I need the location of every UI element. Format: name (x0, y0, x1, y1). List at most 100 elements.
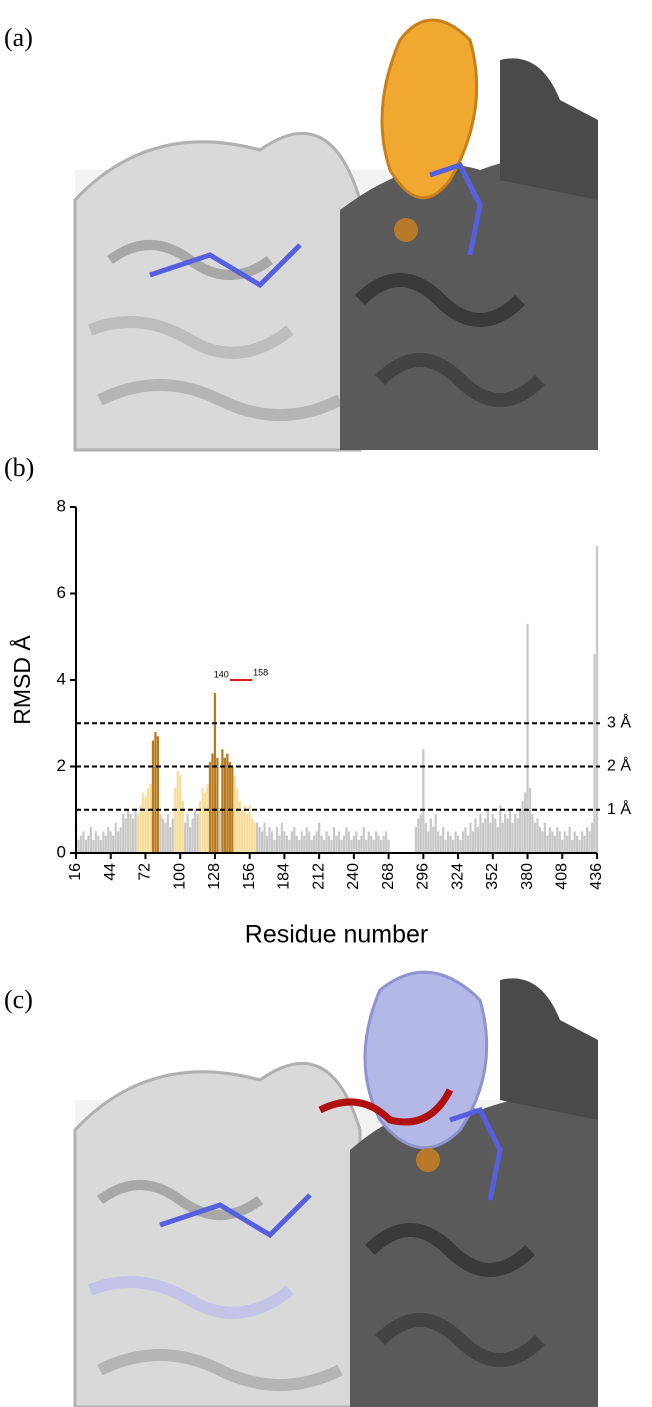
x-tick-label: 100 (171, 863, 188, 890)
bar (471, 831, 475, 853)
bar (352, 835, 355, 853)
bar (531, 814, 534, 853)
bar (362, 827, 365, 853)
bar (241, 809, 244, 853)
bar (139, 805, 142, 853)
bar (149, 783, 152, 853)
bar (439, 835, 442, 853)
bar (568, 827, 571, 853)
bar (248, 805, 251, 853)
bar (551, 831, 554, 853)
bar (198, 801, 202, 853)
bar (561, 840, 564, 853)
bar (427, 831, 430, 853)
bar (136, 814, 140, 853)
bar (161, 818, 164, 853)
bar (223, 757, 226, 853)
bar (166, 814, 169, 853)
bar (283, 831, 286, 853)
bar (454, 831, 457, 853)
bar (526, 623, 529, 853)
bar (496, 827, 499, 853)
threshold-label: 3 Å (607, 712, 631, 731)
bar (516, 818, 519, 853)
bar (270, 831, 274, 853)
bar (203, 792, 207, 853)
bar (422, 749, 425, 853)
bar (340, 840, 343, 853)
bar (243, 805, 246, 853)
bar (461, 831, 465, 853)
y-tick-label: 8 (57, 496, 66, 515)
bar (255, 822, 259, 853)
bar (528, 788, 532, 853)
bar (489, 822, 492, 853)
bar (82, 831, 85, 853)
bar (293, 827, 296, 853)
x-tick-label: 240 (345, 863, 362, 890)
bar (174, 788, 177, 853)
bar (573, 831, 576, 853)
bar (459, 840, 462, 853)
bar (189, 827, 192, 853)
bar (456, 835, 460, 853)
bar (504, 814, 507, 853)
bar (347, 831, 351, 853)
bar (99, 840, 102, 853)
bar (585, 827, 589, 853)
bar (419, 814, 422, 853)
bar (258, 827, 261, 853)
bar (181, 801, 184, 853)
panel-label: (c) (4, 985, 33, 1014)
bar (141, 792, 145, 853)
bar (484, 818, 487, 853)
bar (275, 827, 279, 853)
bar (159, 814, 162, 853)
bar (318, 822, 321, 853)
panel-label: (a) (4, 23, 33, 52)
bar (417, 818, 420, 853)
bar (476, 827, 480, 853)
bar (335, 835, 338, 853)
bar (193, 809, 197, 853)
bar (295, 835, 298, 853)
bar (385, 831, 388, 853)
bar (434, 814, 437, 853)
bar (511, 822, 514, 853)
x-tick-label: 16 (67, 863, 84, 881)
x-tick-label: 268 (380, 863, 397, 890)
x-tick-label: 380 (519, 863, 536, 890)
bar (102, 831, 105, 853)
y-tick-label: 0 (57, 842, 66, 861)
bar (499, 805, 502, 853)
bar (179, 775, 182, 853)
bar (218, 809, 222, 853)
bar (184, 822, 187, 853)
bar (414, 827, 418, 853)
bar (444, 840, 447, 853)
bar (447, 831, 450, 853)
bar (553, 835, 556, 853)
bar (546, 835, 549, 853)
bar (320, 835, 323, 853)
bar (518, 809, 522, 853)
x-tick-label: 156 (241, 863, 258, 890)
threshold-label: 2 Å (607, 756, 631, 775)
structure-image-c (73, 970, 598, 1407)
bar (556, 827, 559, 853)
bar (303, 835, 306, 853)
bar (474, 818, 477, 853)
bar (280, 822, 284, 853)
bar (79, 835, 83, 853)
bar (325, 831, 328, 853)
bar (536, 818, 539, 853)
bar (466, 835, 470, 853)
bar (486, 809, 489, 853)
bar (337, 831, 341, 853)
bar (260, 831, 264, 853)
bar (310, 840, 313, 853)
bar (191, 818, 194, 853)
x-axis-title: Residue number (245, 921, 428, 949)
bar (129, 814, 132, 853)
y-axis-title: RMSD Å (8, 635, 35, 725)
